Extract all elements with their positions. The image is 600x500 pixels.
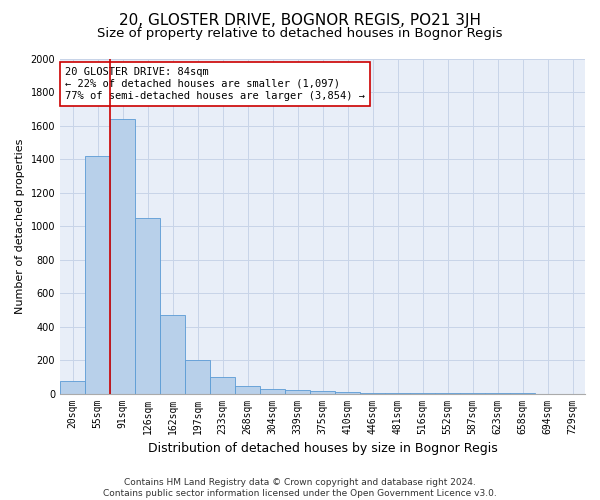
Bar	[360, 392, 385, 394]
X-axis label: Distribution of detached houses by size in Bognor Regis: Distribution of detached houses by size …	[148, 442, 497, 455]
Bar	[85, 156, 110, 394]
Text: 20 GLOSTER DRIVE: 84sqm
← 22% of detached houses are smaller (1,097)
77% of semi: 20 GLOSTER DRIVE: 84sqm ← 22% of detache…	[65, 68, 365, 100]
Bar	[410, 393, 435, 394]
Text: Size of property relative to detached houses in Bognor Regis: Size of property relative to detached ho…	[97, 28, 503, 40]
Bar	[185, 360, 210, 394]
Bar	[60, 381, 85, 394]
Text: 20, GLOSTER DRIVE, BOGNOR REGIS, PO21 3JH: 20, GLOSTER DRIVE, BOGNOR REGIS, PO21 3J…	[119, 12, 481, 28]
Bar	[160, 315, 185, 394]
Bar	[210, 377, 235, 394]
Bar	[385, 393, 410, 394]
Text: Contains HM Land Registry data © Crown copyright and database right 2024.
Contai: Contains HM Land Registry data © Crown c…	[103, 478, 497, 498]
Bar	[335, 392, 360, 394]
Bar	[285, 390, 310, 394]
Bar	[135, 218, 160, 394]
Bar	[110, 119, 135, 394]
Bar	[260, 388, 285, 394]
Bar	[310, 391, 335, 394]
Bar	[235, 386, 260, 394]
Y-axis label: Number of detached properties: Number of detached properties	[15, 138, 25, 314]
